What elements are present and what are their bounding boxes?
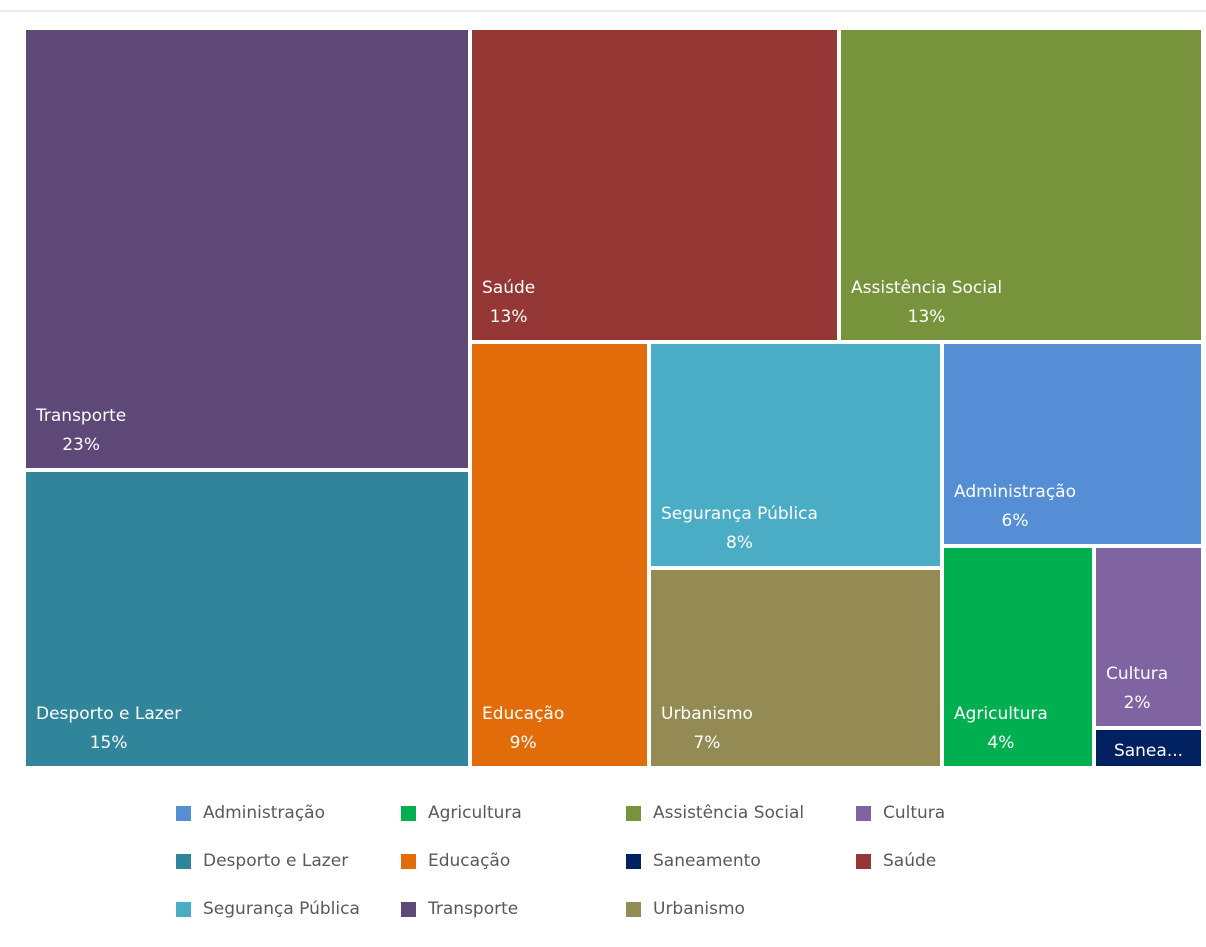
legend-swatch [626, 901, 641, 917]
legend-label: Desporto e Lazer [203, 851, 349, 871]
tile-value-label: 2% [1123, 693, 1151, 713]
tile-value-label: 8% [725, 533, 753, 553]
tile-name: Assistência Social [851, 278, 1003, 298]
legend-label: Saúde [883, 851, 937, 871]
legend-label: Urbanismo [653, 899, 745, 919]
top-frame-line [0, 10, 1206, 12]
treemap-tile-educacao: Educação 9% [470, 342, 649, 768]
legend-swatch [856, 853, 871, 869]
treemap-tile-urbanismo: Urbanismo 7% [649, 568, 942, 768]
tile-name: Transporte [36, 406, 127, 426]
legend-item-urbanismo: Urbanismo [626, 896, 745, 922]
treemap-tile-transporte: Transporte 23% [24, 28, 470, 470]
legend-swatch [176, 901, 191, 917]
treemap-tile-seguranca-publica: Segurança Pública 8% [649, 342, 942, 568]
tile-value-label: 15% [89, 733, 128, 753]
treemap-tile-assistencia-social: Assistência Social 13% [839, 28, 1203, 342]
legend-swatch [401, 805, 416, 821]
tile-name: Segurança Pública [661, 504, 818, 524]
tile-name: Urbanismo [661, 704, 753, 724]
tile-label: Cultura 2% [1106, 660, 1168, 718]
tile-value-label: 13% [907, 307, 946, 327]
legend-label: Cultura [883, 803, 946, 823]
legend-item-transporte: Transporte [401, 896, 518, 922]
tile-name: Administração [954, 482, 1076, 502]
legend-item-desporto-e-lazer: Desporto e Lazer [176, 848, 348, 874]
tile-label: Urbanismo 7% [661, 700, 753, 758]
tile-label: Transporte 23% [36, 402, 126, 460]
legend-swatch [626, 853, 641, 869]
legend-item-assistencia-social: Assistência Social [626, 800, 804, 826]
tile-name: Sanea... [1113, 741, 1184, 761]
legend-item-agricultura: Agricultura [401, 800, 522, 826]
legend-label: Administração [203, 803, 325, 823]
tile-value-label: 23% [62, 435, 101, 455]
legend-swatch [401, 901, 416, 917]
legend-item-administracao: Administração [176, 800, 325, 826]
tile-name: Desporto e Lazer [36, 704, 182, 724]
legend-item-saude: Saúde [856, 848, 936, 874]
treemap-tile-saneamento: Sanea... [1094, 728, 1203, 768]
legend-item-cultura: Cultura [856, 800, 945, 826]
tile-label: Assistência Social 13% [851, 274, 1002, 332]
legend: Administração Agricultura Assistência Soci… [176, 800, 976, 930]
legend-item-seguranca-publica: Segurança Pública [176, 896, 360, 922]
treemap-tile-agricultura: Agricultura 4% [942, 546, 1094, 768]
legend-swatch [176, 853, 191, 869]
tile-label: Administração 6% [954, 478, 1076, 536]
tile-label: Segurança Pública 8% [661, 500, 818, 558]
legend-label: Agricultura [428, 803, 522, 823]
tile-name: Agricultura [954, 704, 1048, 724]
legend-item-saneamento: Saneamento [626, 848, 761, 874]
tile-label: Saúde 13% [482, 274, 535, 332]
treemap-tile-cultura: Cultura 2% [1094, 546, 1203, 728]
treemap-tile-administracao: Administração 6% [942, 342, 1203, 546]
tile-name: Cultura [1106, 664, 1169, 684]
legend-swatch [401, 853, 416, 869]
legend-swatch [176, 805, 191, 821]
treemap-tile-desporto-e-lazer: Desporto e Lazer 15% [24, 470, 470, 768]
tile-value-label: 9% [509, 733, 537, 753]
tile-label: Desporto e Lazer 15% [36, 700, 181, 758]
tile-value-label: 7% [693, 733, 721, 753]
tile-label: Sanea... [1096, 738, 1201, 764]
legend-item-educacao: Educação [401, 848, 510, 874]
tile-value-label: 13% [489, 307, 528, 327]
tile-value-label: 6% [1001, 511, 1029, 531]
legend-label: Saneamento [653, 851, 761, 871]
legend-label: Transporte [428, 899, 519, 919]
legend-swatch [856, 805, 871, 821]
legend-label: Assistência Social [653, 803, 805, 823]
tile-name: Saúde [482, 278, 536, 298]
tile-label: Agricultura 4% [954, 700, 1048, 758]
treemap-tile-saude: Saúde 13% [470, 28, 839, 342]
tile-name: Educação [482, 704, 565, 724]
legend-label: Educação [428, 851, 511, 871]
legend-label: Segurança Pública [203, 899, 360, 919]
legend-swatch [626, 805, 641, 821]
tile-label: Educação 9% [482, 700, 564, 758]
tile-value-label: 4% [987, 733, 1015, 753]
